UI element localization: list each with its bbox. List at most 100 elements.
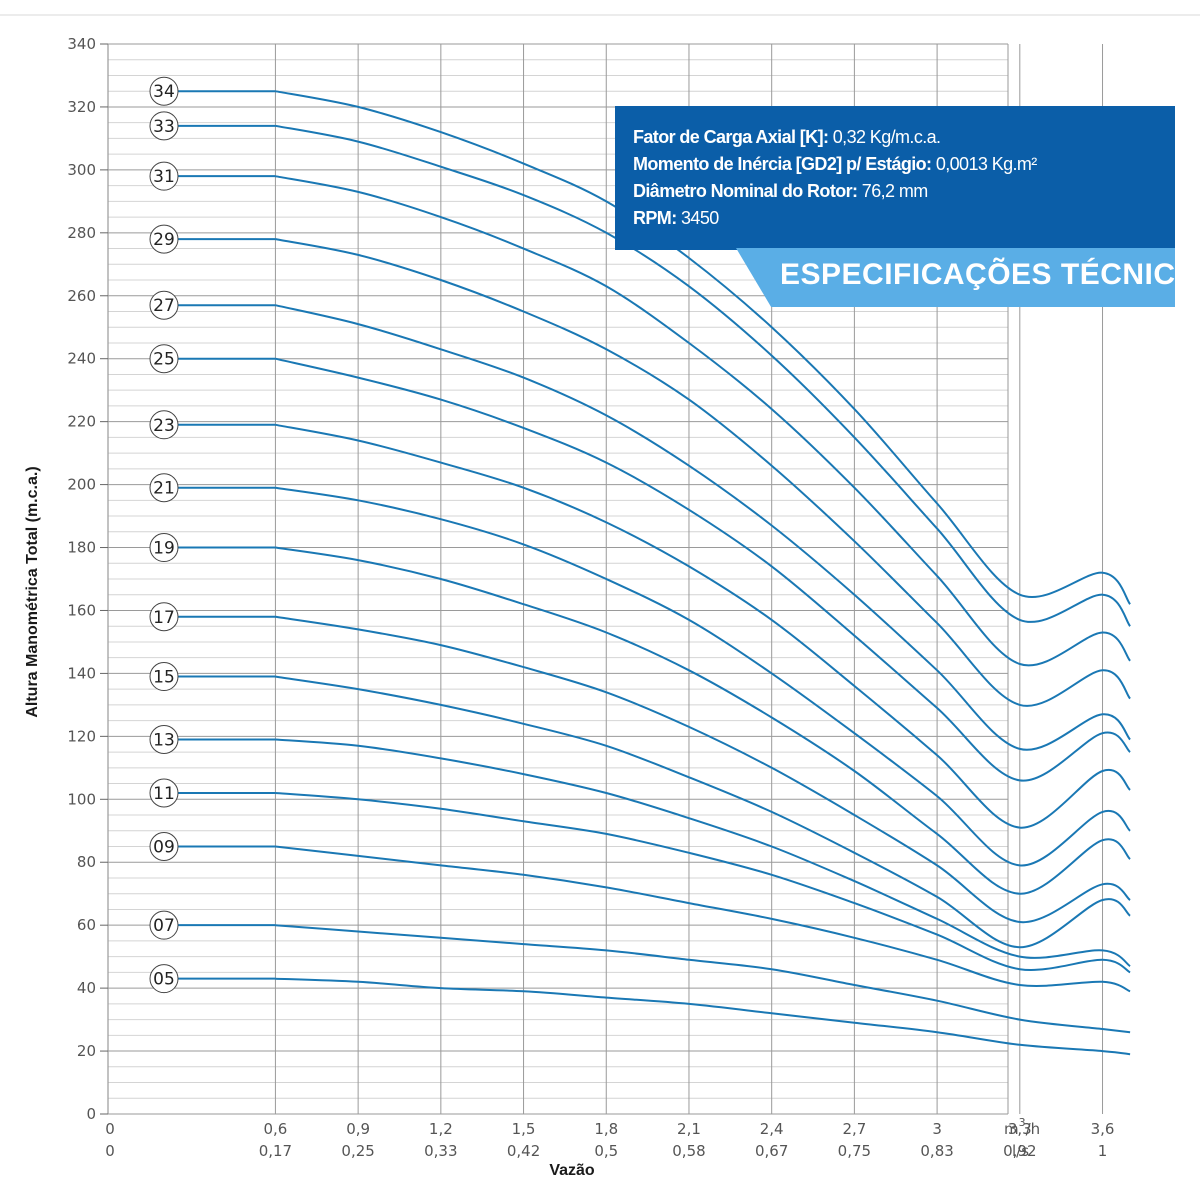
curve-27	[275, 304, 1131, 751]
curve-05	[275, 977, 1131, 1056]
x-tick-label-ls: 0,17	[259, 1142, 292, 1160]
curve-15	[275, 675, 1131, 949]
x-tick-label-m3h: 1,5	[512, 1120, 536, 1138]
curve-label-21: 21	[153, 479, 175, 499]
spec-title: ESPECIFICAÇÕES TÉCNICAS	[780, 258, 1200, 291]
curve-label-circle	[149, 290, 179, 320]
y-tick-label: 320	[67, 98, 96, 116]
y-axis-ticks: 0 20 40 60 80 100 120 140 160 180 200 220 240 260 280 3…	[67, 35, 108, 1123]
x-unit-ls: l/s	[1012, 1142, 1029, 1160]
x-tick-label-m3h: 2,7	[842, 1120, 866, 1138]
spec-label: Diâmetro Nominal do Rotor:	[633, 181, 858, 201]
curve-label-15: 15	[153, 668, 175, 688]
curve-33	[275, 124, 1131, 627]
curve-label-circle	[149, 344, 179, 374]
curve-label-23: 23	[153, 416, 175, 436]
x-tick-label-m3h: 1,2	[429, 1120, 453, 1138]
x-tick-label-ls: 0,25	[341, 1142, 374, 1160]
curve-label-09: 09	[153, 838, 175, 858]
x-tick-label-m3h: 3	[932, 1120, 942, 1138]
curve-label-05: 05	[153, 970, 175, 990]
curve-label-circle	[149, 964, 179, 994]
spec-value: 76,2 mm	[857, 181, 928, 201]
x-tick-label-ls: 0,83	[920, 1142, 953, 1160]
x-tick-label-m3h: 0	[105, 1120, 115, 1138]
y-tick-label: 260	[67, 287, 96, 305]
curve-label-29: 29	[153, 230, 175, 250]
x-unit-m3h-rest: /h	[1026, 1120, 1041, 1138]
curve-label-circle	[149, 76, 179, 106]
curve-09	[275, 845, 1131, 993]
x-unit-m3h-base: m	[1004, 1120, 1019, 1138]
curve-label-31: 31	[153, 167, 175, 187]
y-tick-label: 0	[86, 1105, 96, 1123]
curve-29	[275, 238, 1131, 707]
x-tick-label-ls: 1	[1098, 1142, 1108, 1160]
curve-label-34: 34	[153, 82, 175, 102]
x-tick-label-ls: 0,33	[424, 1142, 457, 1160]
curve-label-11: 11	[153, 784, 175, 804]
x-tick-label-m3h: 2,1	[677, 1120, 701, 1138]
y-axis-title: Altura Manométrica Total (m.c.a.)	[24, 466, 41, 717]
x-tick-label-ls: 0,58	[672, 1142, 705, 1160]
curve-31	[275, 175, 1131, 667]
y-tick-label: 80	[77, 853, 96, 871]
pump-curves	[275, 90, 1131, 1056]
curve-11	[275, 792, 1131, 974]
y-tick-label: 120	[67, 727, 96, 745]
x-unit-m3h-exp: 3	[1019, 1116, 1026, 1129]
curve-label-circle	[149, 832, 179, 861]
spec-label: Fator de Carga Axial [K]:	[633, 127, 829, 147]
spec-label: RPM:	[633, 208, 677, 228]
curve-label-circle	[149, 778, 179, 808]
curve-23	[275, 423, 1131, 829]
curve-label-circle	[149, 533, 179, 563]
x-unit-m3h: m3/h	[1004, 1116, 1040, 1138]
curve-25	[275, 357, 1131, 782]
curve-label-17: 17	[153, 608, 175, 628]
spec-row-axial-load: Fator de Carga Axial [K]: 0,32 Kg/m.c.a.	[633, 124, 1157, 151]
curve-label-circle	[149, 602, 179, 632]
spec-row-rpm: RPM: 3450	[633, 205, 1157, 232]
y-tick-label: 100	[67, 790, 96, 808]
curve-label-07: 07	[153, 916, 175, 936]
x-axis-ticks: 0 0 0,6 0,17 0,9 0,25 1,2 0,33 1,5 0,42 1,8 0,5 2,1 0…	[105, 1120, 1114, 1160]
top-divider	[0, 14, 1200, 16]
curve-label-circle	[149, 910, 179, 940]
x-tick-label-m3h: 3,3	[1008, 1120, 1032, 1138]
x-tick-label-m3h: 2,4	[760, 1120, 784, 1138]
spec-value: 0,32 Kg/m.c.a.	[828, 127, 941, 147]
x-tick-label-ls: 0,67	[755, 1142, 788, 1160]
spec-title-tab: ESPECIFICAÇÕES TÉCNICAS	[736, 248, 1175, 307]
y-tick-label: 40	[77, 979, 96, 997]
x-tick-label-m3h: 0,9	[346, 1120, 370, 1138]
curve-label-circle	[149, 725, 179, 754]
curve-19	[275, 546, 1131, 895]
y-tick-label: 340	[67, 35, 96, 53]
curve-21	[275, 486, 1131, 867]
curve-13	[275, 738, 1131, 967]
curve-label-19: 19	[153, 539, 175, 559]
y-tick-label: 280	[67, 224, 96, 242]
spec-box: Fator de Carga Axial [K]: 0,32 Kg/m.c.a.…	[615, 106, 1175, 250]
y-tick-label: 20	[77, 1042, 96, 1060]
curve-labels: 34 33 31 29 27 25 23 21 19 17 15 13 11 09 07 05	[149, 76, 276, 994]
x-tick-label-m3h: 3,6	[1091, 1120, 1115, 1138]
curve-label-13: 13	[153, 731, 175, 751]
x-tick-label-ls: 0,75	[838, 1142, 871, 1160]
curve-label-circle	[149, 161, 179, 191]
curve-label-circle	[149, 111, 179, 141]
x-tick-label-ls: 0,42	[507, 1142, 540, 1160]
y-tick-label: 240	[67, 350, 96, 368]
curve-label-33: 33	[153, 117, 175, 137]
x-axis-title: Vazão	[549, 1162, 595, 1179]
spec-row-rotor-diameter: Diâmetro Nominal do Rotor: 76,2 mm	[633, 178, 1157, 205]
x-tick-label-m3h: 1,8	[594, 1120, 618, 1138]
y-tick-label: 60	[77, 916, 96, 934]
x-tick-label-ls: 0,92	[1003, 1142, 1036, 1160]
curve-label-circle	[149, 662, 179, 692]
spec-value: 0,0013 Kg.m²	[931, 154, 1037, 174]
y-tick-label: 220	[67, 413, 96, 431]
x-tick-label-m3h: 0,6	[263, 1120, 287, 1138]
